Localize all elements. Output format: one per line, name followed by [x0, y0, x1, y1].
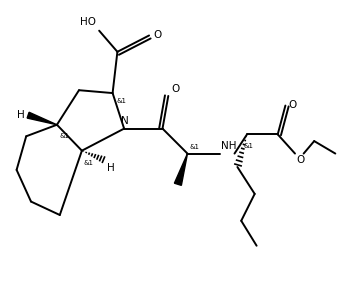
Text: &1: &1 [84, 160, 94, 166]
Text: &1: &1 [189, 144, 200, 150]
Text: H: H [16, 110, 24, 120]
Text: O: O [288, 100, 296, 110]
Text: O: O [296, 154, 304, 164]
Text: &1: &1 [60, 133, 70, 139]
Text: O: O [153, 29, 161, 39]
Polygon shape [174, 154, 188, 185]
Text: H: H [107, 163, 114, 173]
Text: &1: &1 [117, 98, 126, 104]
Text: NH: NH [221, 141, 237, 151]
Text: &1: &1 [243, 143, 253, 149]
Text: O: O [171, 84, 180, 94]
Text: N: N [121, 116, 129, 126]
Polygon shape [27, 112, 57, 125]
Text: HO: HO [80, 17, 96, 27]
